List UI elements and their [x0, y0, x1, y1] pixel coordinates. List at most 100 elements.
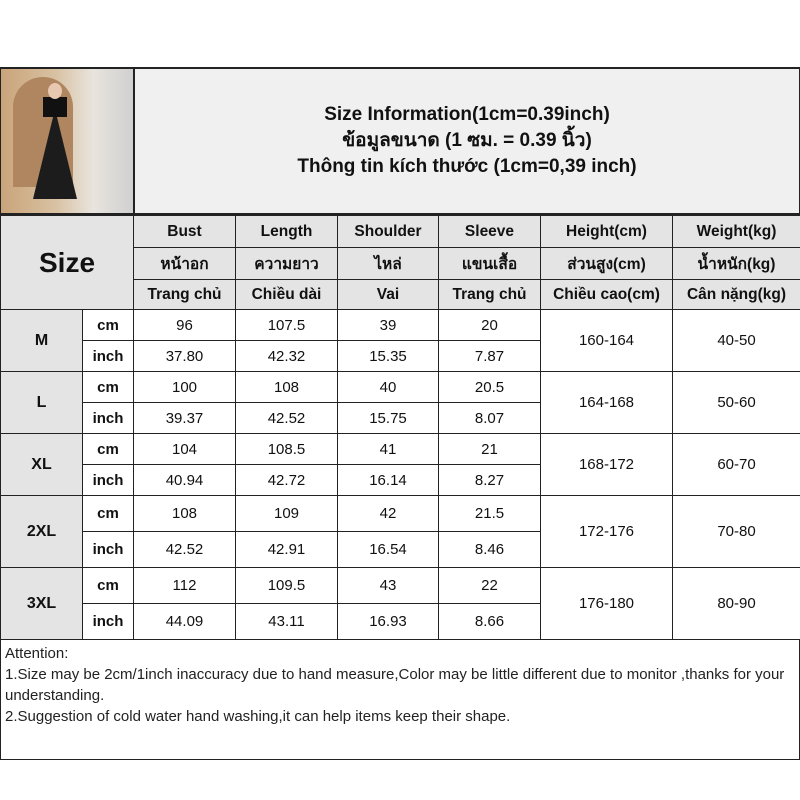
measurement-cell: 39 — [337, 309, 439, 341]
column-header: ไหล่ — [337, 247, 439, 280]
measurement-cell: 108 — [133, 495, 236, 532]
column-header: Chiều dài — [235, 279, 338, 310]
unit-label: inch — [82, 464, 134, 496]
measurement-cell: 108 — [235, 371, 338, 403]
measurement-cell: 42.52 — [133, 531, 236, 568]
measurement-cell: 42.91 — [235, 531, 338, 568]
column-header: Trang chủ — [133, 279, 236, 310]
measurement-cell: 15.35 — [337, 340, 439, 372]
product-photo — [1, 69, 135, 213]
height-cell: 168-172 — [540, 433, 673, 496]
measurement-cell: 7.87 — [438, 340, 541, 372]
height-cell: 176-180 — [540, 567, 673, 640]
header-row: Trang chủ Chiều dài Vai Trang chủ Chiều cao(… — [1, 279, 800, 310]
unit-label: inch — [82, 340, 134, 372]
table-row: inch 40.94 42.72 16.14 8.27 — [1, 464, 800, 496]
column-header: Chiều cao(cm) — [540, 279, 673, 310]
measurement-cell: 108.5 — [235, 433, 338, 465]
unit-label: cm — [82, 309, 134, 341]
table-row: inch 37.80 42.32 15.35 7.87 — [1, 340, 800, 372]
attention-note-1: 1.Size may be 2cm/1inch inaccuracy due t… — [5, 666, 785, 704]
measurement-cell: 22 — [438, 567, 541, 604]
measurement-cell: 8.66 — [438, 603, 541, 640]
unit-label: cm — [82, 567, 134, 604]
table-row: inch 39.37 42.52 15.75 8.07 — [1, 402, 800, 434]
size-label: 3XL — [0, 567, 83, 640]
header-row: Size Bust Length Shoulder Sleeve Height(cm) We… — [0, 215, 800, 310]
column-header: Vai — [337, 279, 439, 310]
unit-label: inch — [82, 603, 134, 640]
weight-cell: 80-90 — [672, 567, 800, 640]
measurement-cell: 112 — [133, 567, 236, 604]
weight-cell: 70-80 — [672, 495, 800, 568]
measurement-cell: 8.27 — [438, 464, 541, 496]
title-english: Size Information(1cm=0.39inch) — [324, 104, 610, 125]
measurement-cell: 8.07 — [438, 402, 541, 434]
measurement-cell: 43.11 — [235, 603, 338, 640]
column-header: Bust — [133, 215, 236, 248]
title-thai: ข้อมูลขนาด (1 ซม. = 0.39 นิ้ว) — [342, 130, 592, 151]
column-header: Trang chủ — [438, 279, 541, 310]
measurement-cell: 41 — [337, 433, 439, 465]
measurement-cell: 42 — [337, 495, 439, 532]
measurement-cell: 16.54 — [337, 531, 439, 568]
measurement-cell: 104 — [133, 433, 236, 465]
size-table: Size Bust Length Shoulder Sleeve Height(cm) We… — [0, 215, 800, 640]
column-header: แขนเสื้อ — [438, 247, 541, 280]
size-info-title: Size Information(1cm=0.39inch) ข้อมูลขนา… — [135, 69, 799, 213]
height-cell: 172-176 — [540, 495, 673, 568]
measurement-cell: 21 — [438, 433, 541, 465]
measurement-cell: 20.5 — [438, 371, 541, 403]
column-header: หน้าอก — [133, 247, 236, 280]
measurement-cell: 42.32 — [235, 340, 338, 372]
column-header: น้ำหนัก(kg) — [672, 247, 800, 280]
column-header: Cân nặng(kg) — [672, 279, 800, 310]
attention-heading: Attention: — [5, 645, 69, 662]
weight-cell: 50-60 — [672, 371, 800, 434]
column-header: Length — [235, 215, 338, 248]
measurement-cell: 21.5 — [438, 495, 541, 532]
measurement-cell: 40.94 — [133, 464, 236, 496]
measurement-cell: 42.52 — [235, 402, 338, 434]
measurement-cell: 109 — [235, 495, 338, 532]
measurement-cell: 42.72 — [235, 464, 338, 496]
measurement-cell: 40 — [337, 371, 439, 403]
column-header: Shoulder — [337, 215, 439, 248]
column-header: ส่วนสูง(cm) — [540, 247, 673, 280]
height-cell: 160-164 — [540, 309, 673, 372]
table-row: 3XL cm 112 109.5 43 22 176-180 80-90 — [0, 567, 800, 640]
measurement-cell: 96 — [133, 309, 236, 341]
title-vietnamese: Thông tin kích thước (1cm=0,39 inch) — [297, 156, 637, 177]
measurement-cell: 43 — [337, 567, 439, 604]
column-header: ความยาว — [235, 247, 338, 280]
column-header: Height(cm) — [540, 215, 673, 248]
measurement-cell: 44.09 — [133, 603, 236, 640]
measurement-cell: 8.46 — [438, 531, 541, 568]
unit-label: cm — [82, 433, 134, 465]
unit-label: cm — [82, 371, 134, 403]
size-label: M — [0, 309, 83, 372]
attention-notes: Attention: 1.Size may be 2cm/1inch inacc… — [0, 640, 800, 760]
column-header: Weight(kg) — [672, 215, 800, 248]
weight-cell: 40-50 — [672, 309, 800, 372]
weight-cell: 60-70 — [672, 433, 800, 496]
unit-label: inch — [82, 402, 134, 434]
table-row: XL cm 104 108.5 41 21 168-172 60-70 — [0, 433, 800, 496]
measurement-cell: 16.14 — [337, 464, 439, 496]
height-cell: 164-168 — [540, 371, 673, 434]
measurement-cell: 15.75 — [337, 402, 439, 434]
header-block: Size Information(1cm=0.39inch) ข้อมูลขนา… — [0, 67, 800, 215]
measurement-cell: 37.80 — [133, 340, 236, 372]
unit-label: cm — [82, 495, 134, 532]
table-row: inch 44.09 43.11 16.93 8.66 — [1, 603, 800, 640]
column-header: Sleeve — [438, 215, 541, 248]
measurement-cell: 109.5 — [235, 567, 338, 604]
size-label: L — [0, 371, 83, 434]
measurement-cell: 16.93 — [337, 603, 439, 640]
header-row: หน้าอก ความยาว ไหล่ แขนเสื้อ ส่วนสูง(cm) น้ำห… — [1, 247, 800, 280]
size-chart: Size Information(1cm=0.39inch) ข้อมูลขนา… — [0, 67, 800, 760]
size-label: 2XL — [0, 495, 83, 568]
measurement-cell: 20 — [438, 309, 541, 341]
